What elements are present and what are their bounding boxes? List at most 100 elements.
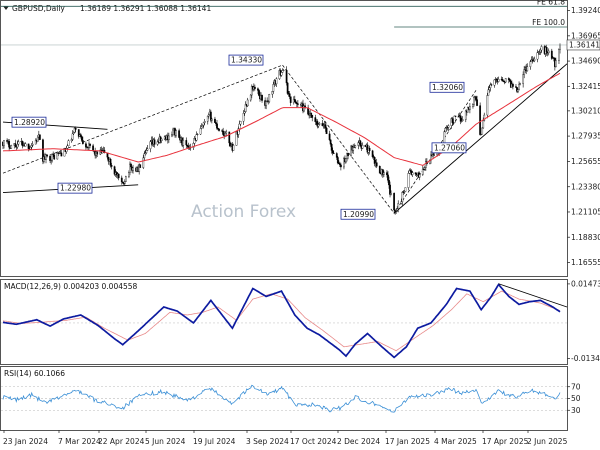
candle-body [250,86,253,96]
candle-body [72,132,75,135]
candle-body [24,143,27,147]
candle-body [373,157,376,164]
time-tick-label: 19 Jul 2024 [193,437,236,446]
candle-body [207,114,210,117]
price-tick-label: 1.30210 [571,106,600,115]
candle-body [507,78,510,80]
candle-body [280,72,283,76]
candle-body [532,60,535,62]
candle-body [235,131,238,146]
candle-body [390,193,392,195]
candle-body [489,84,492,88]
rsi-line [2,384,561,413]
collapse-triangle-icon[interactable] [3,6,9,10]
time-tick-label: 3 Sep 2024 [246,437,289,446]
candle-body [396,208,399,211]
candle-body [92,145,94,151]
candle-body [295,103,298,105]
time-tick-label: 23 Jan 2024 [3,437,48,446]
fibonacci-extension-levels: FE 61.8 FE 100.0 [1,0,567,28]
candle-body [70,139,73,141]
candle-body [63,148,66,157]
candle-body [201,125,204,128]
candle-body [30,145,33,148]
candle-body [128,172,130,177]
candle-body [139,164,142,168]
candle-body [516,87,518,92]
price-tick-label: 1.36965 [571,31,600,40]
candle-body [325,127,328,135]
candle-body [216,123,218,129]
candle-body [433,154,435,156]
trendline[interactable] [393,69,561,214]
candle-body [209,111,212,121]
candle-body [329,139,332,145]
candle-body [502,80,505,82]
macd-divergence-trendline[interactable] [498,283,568,308]
rsi-tick-label: 50 [571,394,581,403]
candle-body [451,118,454,123]
candle-body [124,176,127,182]
candle-body [397,203,400,209]
candle-body [237,128,240,135]
candle-body [336,157,339,164]
candle-body [461,119,464,121]
last-price-label: 1.36141 [569,41,600,50]
candle-body [414,172,417,175]
candle-body [311,114,314,118]
candle-body [493,79,496,86]
candle-body [538,51,541,53]
candle-body [388,180,390,186]
candle-body [109,158,112,166]
candle-body [21,141,24,146]
price-annotation-box [11,116,47,128]
price-tick-label: 1.32415 [571,82,600,91]
last-price-marker: 1.36141 [1,39,600,51]
candle-body [81,140,84,144]
candle-body [459,115,462,122]
candle-body [361,145,364,149]
macd-tick-label: -0.013442 [571,354,600,363]
candle-body [545,47,548,53]
candle-body [214,118,216,123]
candle-body [203,121,206,123]
candle-body [123,181,126,184]
candle-body [199,128,202,135]
candle-body [487,89,490,96]
candle-body [261,95,263,101]
candle-body [476,99,478,106]
candle-body [113,166,116,175]
rsi-tick-label: 70 [571,382,581,391]
candle-body [282,69,285,71]
candle-body [318,123,321,125]
time-tick-label: 17 Oct 2024 [290,437,337,446]
dashed-trendline[interactable] [282,64,395,214]
candle-body [186,144,189,146]
price-annotation-box [228,54,264,66]
candle-body [472,104,474,107]
price-annotation-label: 1.34330 [231,56,262,65]
candle-body [530,59,533,62]
candle-body [321,123,324,126]
candle-body [225,131,228,134]
candle-body [473,97,475,105]
candle-body [238,123,241,129]
candle-body [77,129,80,137]
candle-body [469,106,471,110]
price-tick-label: 1.16555 [571,258,600,267]
candle-body [529,61,532,67]
candle-body [286,82,289,94]
candle-body [242,113,245,122]
candle-body [80,136,83,141]
candle-body [132,167,134,171]
candle-body [540,46,543,51]
candle-body [117,173,120,179]
candle-body [16,144,19,148]
moving-average [2,72,561,166]
candle-body [182,140,185,146]
macd-indicator: 0.014734 -0.013442 [1,279,600,363]
price-annotation-label: 1.27060 [434,143,465,152]
candle-body [85,143,87,148]
candle-body [328,133,331,141]
candle-body [523,69,526,75]
